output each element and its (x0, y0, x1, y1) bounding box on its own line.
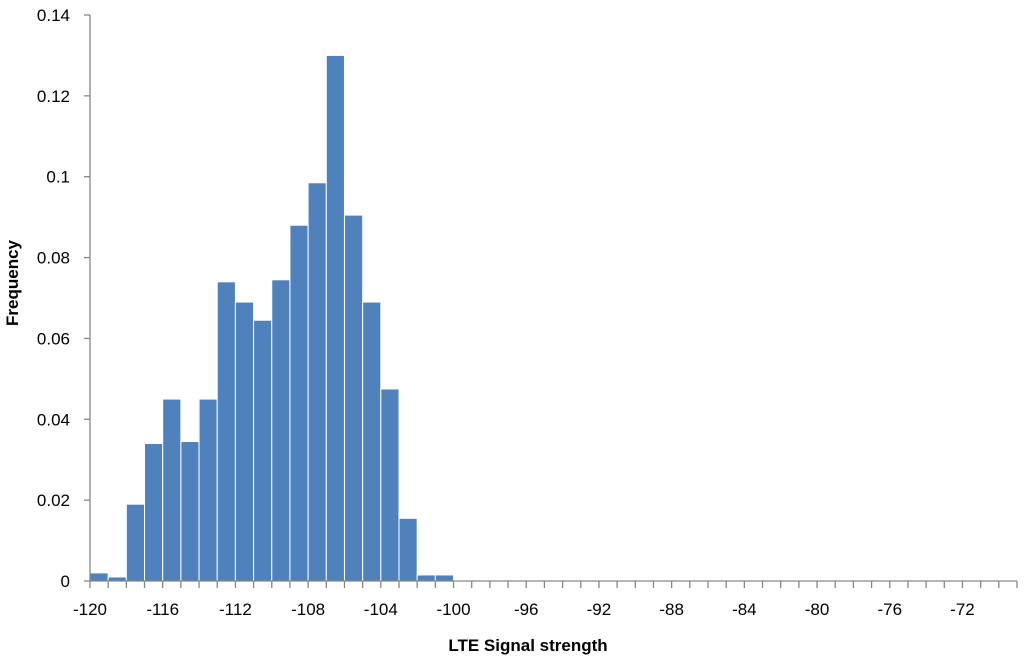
x-tick-label: -88 (659, 600, 684, 619)
y-tick-label: 0.06 (37, 329, 70, 348)
x-tick-label: -108 (291, 600, 325, 619)
histogram-bar (362, 301, 382, 582)
x-tick-label: -112 (219, 600, 252, 619)
x-tick-label: -72 (950, 600, 975, 619)
x-tick-label: -100 (437, 600, 471, 619)
y-tick-label: 0.04 (37, 410, 70, 429)
x-tick-label: -120 (73, 600, 107, 619)
histogram-bar (89, 572, 109, 582)
x-tick-label: -96 (514, 600, 539, 619)
histogram-bar (234, 301, 255, 582)
x-tick-label: -84 (732, 600, 757, 619)
bars-group (89, 54, 455, 582)
x-tick-label: -92 (587, 600, 612, 619)
x-tick-label: -76 (877, 600, 902, 619)
histogram-bar (434, 574, 455, 582)
histogram-bar (162, 398, 182, 582)
y-tick-label: 0 (61, 572, 70, 591)
histogram-bar (271, 279, 291, 582)
histogram-bar (380, 388, 400, 582)
axes-group (89, 15, 1018, 588)
histogram-bar (216, 281, 236, 582)
histogram-bar (325, 54, 345, 582)
x-tick-label: -80 (805, 600, 830, 619)
y-tick-label: 0.14 (37, 6, 70, 25)
histogram-bar (398, 517, 418, 582)
histogram-bar (198, 398, 218, 582)
x-ticks-group: -120 -116 -112 -108 -104 -100 -96 -92 -88 -84 -80 -… (73, 600, 975, 619)
histogram-bar (289, 224, 309, 582)
y-axis-title: Frequency (3, 239, 22, 326)
histogram-bar (180, 441, 200, 582)
y-tick-label: 0.08 (37, 249, 70, 268)
histogram-bar (253, 319, 273, 582)
y-ticks-group: 0 0.02 0.04 0.06 0.08 0.1 0.12 0.14 (37, 6, 90, 591)
y-tick-label: 0.02 (37, 491, 70, 510)
x-tick-label: -104 (364, 600, 398, 619)
x-tick-label: -116 (146, 600, 179, 619)
histogram-bar (343, 214, 364, 582)
histogram-bar (416, 574, 436, 582)
histogram-bar (125, 503, 146, 582)
y-tick-label: 0.12 (37, 87, 70, 106)
y-tick-label: 0.1 (46, 168, 70, 187)
histogram-bar (144, 443, 164, 582)
x-axis-title: LTE Signal strength (448, 636, 607, 655)
histogram-bar (307, 182, 327, 582)
